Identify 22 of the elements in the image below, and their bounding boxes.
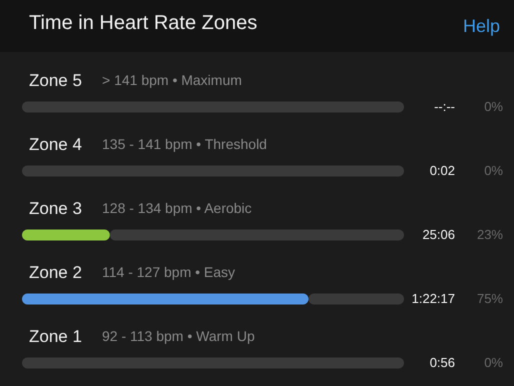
text: 0:02: [430, 163, 455, 178]
text: Help: [462, 16, 500, 37]
data-label: 0%: [484, 99, 504, 114]
annotation: 114 - 127 bpm • Easy: [102, 264, 236, 280]
text: 1:22:17: [412, 291, 455, 306]
y-tick-label: Zone 4: [29, 135, 82, 154]
y-tick-label: Zone 3: [29, 199, 82, 218]
text: 25:06: [422, 227, 455, 242]
annotation: > 141 bpm • Maximum: [102, 72, 242, 88]
data-label: 23%: [476, 227, 504, 242]
data-label: 0%: [484, 163, 504, 178]
annotation: 92 - 113 bpm • Warm Up: [102, 328, 255, 344]
text: --:--: [434, 99, 455, 114]
data-label: 0%: [484, 355, 504, 370]
annotation: 135 - 141 bpm • Threshold: [102, 136, 267, 152]
text: 0:56: [430, 355, 455, 370]
annotation: 128 - 134 bpm • Aerobic: [102, 200, 252, 216]
chart-title: Time in Heart Rate Zones: [29, 12, 258, 35]
data-label: 75%: [476, 291, 504, 306]
y-tick-label: Zone 2: [29, 263, 82, 282]
y-tick-label: Zone 1: [29, 327, 82, 346]
y-tick-label: Zone 5: [29, 71, 82, 90]
